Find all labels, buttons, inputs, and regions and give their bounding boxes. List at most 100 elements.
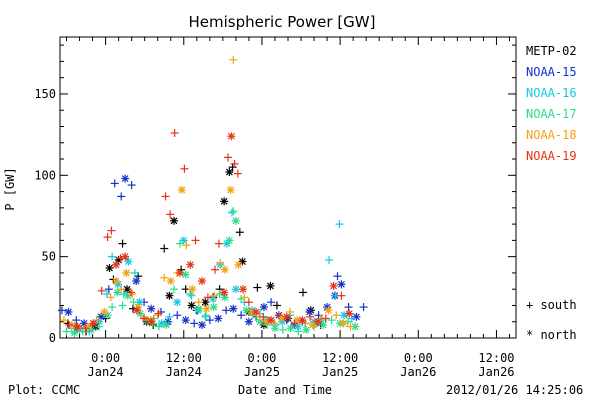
metp-02-north-point xyxy=(266,281,275,290)
metp-02-south-point xyxy=(272,301,281,310)
noaa-16-north-point xyxy=(231,285,240,294)
noaa-16-south-point xyxy=(130,268,139,277)
noaa-19-south-point xyxy=(244,298,253,307)
noaa-17-north-point xyxy=(286,324,295,333)
noaa-19-south-point xyxy=(127,288,136,297)
y-tick-label: 0 xyxy=(49,331,56,345)
noaa-19-south-point xyxy=(97,286,106,295)
legend-noaa-18: NOAA-18 xyxy=(526,128,577,142)
noaa-16-south-point xyxy=(165,312,174,321)
noaa-19-south-point xyxy=(180,164,189,173)
noaa-18-north-point xyxy=(202,304,211,313)
symbol-legend: + south * north xyxy=(526,298,577,342)
noaa-17-south-point xyxy=(108,303,117,312)
symbol-legend-north: * north xyxy=(526,328,577,342)
noaa-18-north-point xyxy=(234,260,243,269)
y-tick-label: 150 xyxy=(34,87,56,101)
noaa-18-south-point xyxy=(285,307,294,316)
noaa-15-south-point xyxy=(205,316,214,325)
x-axis-title: Date and Time xyxy=(238,383,332,397)
noaa-17-north-point xyxy=(319,320,328,329)
metp-02-north-point xyxy=(201,298,210,307)
noaa-17-north-point xyxy=(255,317,264,326)
metp-02-south-point xyxy=(160,244,169,253)
noaa-19-south-point xyxy=(211,265,220,274)
metp-02-north-point xyxy=(220,197,229,206)
noaa-19-north-point xyxy=(186,260,195,269)
noaa-17-north-point xyxy=(70,329,79,338)
y-tick-label: 50 xyxy=(42,250,56,264)
noaa-18-south-point xyxy=(117,285,126,294)
noaa-19-south-point xyxy=(170,128,179,137)
noaa-17-south-point xyxy=(62,327,71,336)
noaa-15-north-point xyxy=(147,304,156,313)
noaa-15-south-point xyxy=(237,311,246,320)
noaa-15-south-point xyxy=(110,179,119,188)
noaa-19-south-point xyxy=(274,311,283,320)
legend-noaa-16: NOAA-16 xyxy=(526,86,577,100)
metp-02-north-point xyxy=(170,216,178,225)
x-tick-time-label: 0:00 xyxy=(91,351,120,365)
noaa-15-south-point xyxy=(127,181,136,190)
noaa-17-south-point xyxy=(118,301,127,310)
chart-title: Hemispheric Power [GW] xyxy=(189,13,376,31)
noaa-18-south-point xyxy=(160,273,169,282)
noaa-15-south-point xyxy=(104,285,113,294)
noaa-15-north-point xyxy=(132,277,141,286)
series-legend: METP-02 NOAA-15 NOAA-16 NOAA-17 NOAA-18 NOAA-… xyxy=(526,44,577,163)
noaa-17-south-point xyxy=(278,325,287,334)
x-tick-time-label: 0:00 xyxy=(404,351,433,365)
noaa-18-south-point xyxy=(153,311,162,320)
noaa-19-north-point xyxy=(329,281,338,290)
noaa-17-south-point xyxy=(327,316,336,325)
x-tick-time-label: 12:00 xyxy=(478,351,514,365)
noaa-19-south-point xyxy=(103,233,112,242)
noaa-18-south-point xyxy=(210,291,219,300)
plot-credit: Plot: CCMC xyxy=(8,383,81,397)
noaa-19-north-point xyxy=(73,322,82,331)
noaa-18-north-point xyxy=(122,268,131,277)
noaa-15-south-point xyxy=(57,306,66,315)
metp-02-south-point xyxy=(118,239,127,248)
metp-02-south-point xyxy=(235,228,244,237)
noaa-19-south-point xyxy=(321,314,330,323)
noaa-15-south-point xyxy=(117,192,126,201)
noaa-19-north-point xyxy=(282,312,291,321)
noaa-16-north-point xyxy=(124,257,133,266)
noaa-19-north-point xyxy=(132,306,141,315)
noaa-15-south-point xyxy=(72,316,81,325)
noaa-15-north-point xyxy=(244,317,253,326)
legend-noaa-15: NOAA-15 xyxy=(526,65,577,79)
y-axis-label: P [GW] xyxy=(3,167,17,210)
noaa-16-south-point xyxy=(201,312,210,321)
x-tick-date-label: Jan25 xyxy=(244,365,280,379)
noaa-18-north-point xyxy=(226,185,235,194)
noaa-18-north-point xyxy=(166,277,175,286)
noaa-19-north-point xyxy=(267,316,276,325)
noaa-16-south-point xyxy=(108,252,117,261)
metp-02-south-point xyxy=(298,288,307,297)
noaa-17-north-point xyxy=(231,216,240,225)
noaa-19-north-point xyxy=(239,285,248,294)
noaa-19-south-point xyxy=(107,226,116,235)
noaa-19-south-point xyxy=(154,309,163,318)
noaa-18-south-point xyxy=(346,322,355,331)
noaa-19-south-point xyxy=(191,236,200,245)
legend-metp-02: METP-02 xyxy=(526,44,577,58)
noaa-17-south-point xyxy=(129,298,138,307)
metp-02-north-point xyxy=(105,264,114,273)
noaa-15-north-point xyxy=(121,174,130,183)
noaa-17-north-point xyxy=(302,325,311,334)
x-tick-time-label: 12:00 xyxy=(322,351,358,365)
noaa-19-south-point xyxy=(161,192,170,201)
legend-noaa-19: NOAA-19 xyxy=(526,149,577,163)
noaa-15-north-point xyxy=(229,304,238,313)
noaa-15-north-point xyxy=(198,320,207,329)
timestamp: 2012/01/26 14:25:06 xyxy=(446,383,584,397)
noaa-19-south-point xyxy=(337,291,346,300)
noaa-15-south-point xyxy=(222,306,231,315)
x-tick-date-label: Jan26 xyxy=(478,365,514,379)
noaa-17-north-point xyxy=(162,320,171,329)
noaa-19-south-point xyxy=(81,324,90,333)
noaa-18-north-point xyxy=(100,307,109,316)
